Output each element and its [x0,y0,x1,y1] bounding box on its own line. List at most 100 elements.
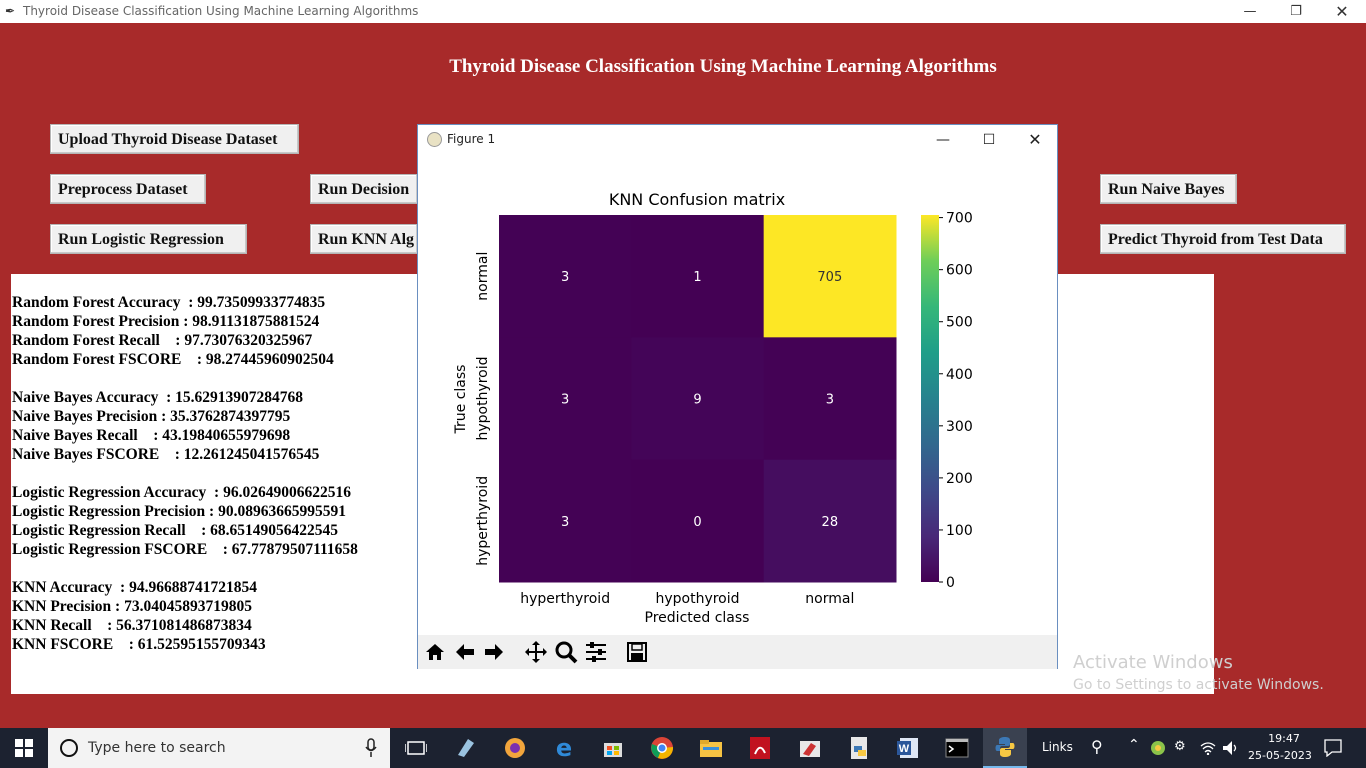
run-logistic-regression-button[interactable]: Run Logistic Regression [50,224,247,254]
edge-icon[interactable]: e [555,734,573,762]
heatmap-cell-label: 705 [817,270,842,285]
command-prompt-icon[interactable] [937,732,977,764]
heatmap-cell [763,215,897,338]
figure-minimize-button[interactable]: — [936,132,950,148]
restore-button[interactable]: ❐ [1290,4,1302,19]
x-axis-label: Predicted class [645,610,750,626]
forward-arrow-icon[interactable] [480,639,508,665]
clock-time[interactable]: 19:47 [1268,732,1300,745]
result-line: Random Forest Accuracy : 99.735099337748… [12,294,326,311]
result-line: KNN Precision : 73.04045893719805 [12,598,252,615]
y-tick-label: hypothyroid [475,356,491,440]
heatmap-cell-label: 3 [561,393,569,408]
colorbar-tick-label: 500 [946,315,973,331]
run-decision-button[interactable]: Run Decision [310,174,418,204]
run-knn-button[interactable]: Run KNN Alg [310,224,418,254]
pan-icon[interactable] [522,639,550,665]
volume-icon[interactable] [1222,740,1240,756]
heatmap-cell [499,337,632,461]
result-line: Naive Bayes Recall : 43.19840655979698 [12,427,291,444]
zoom-icon[interactable] [552,639,580,665]
acrobat-icon[interactable] [740,732,780,764]
result-line: Naive Bayes Precision : 35.3762874397795 [12,408,291,425]
start-button[interactable] [0,728,48,768]
task-view-icon[interactable] [396,732,436,764]
paint-icon[interactable] [446,732,486,764]
colorbar-tick-label: 200 [946,471,973,487]
colorbar [921,215,939,582]
y-tick-label: normal [475,252,491,301]
colorbar-tick-label: 0 [946,575,955,591]
store-icon[interactable] [593,732,633,764]
wifi-icon[interactable] [1200,741,1216,755]
file-explorer-icon[interactable] [691,732,731,764]
links-toolbar[interactable]: Links [1042,740,1073,754]
result-line: Logistic Regression FSCORE : 67.77879507… [12,541,358,558]
result-line: KNN Recall : 56.371081486873834 [12,617,252,634]
x-tick-label: normal [805,591,854,607]
heatmap-cell [763,459,897,583]
heatmap-cell [763,337,897,461]
back-arrow-icon[interactable] [451,639,479,665]
configure-subplots-icon[interactable] [582,639,610,665]
windows-icon [15,739,33,757]
figure-titlebar: Figure 1 — ☐ ✕ [418,125,1057,155]
result-line: Random Forest Recall : 97.73076320325967 [12,332,313,349]
heatmap-cell [631,215,765,338]
result-line: Naive Bayes Accuracy : 15.62913907284768 [12,389,304,406]
colorbar-tick-label: 400 [946,367,973,383]
taskbar-search-box[interactable]: Type here to search [48,728,390,768]
taskbar: Type here to search e W Links ⚲ ⌃ ⚙ 19:4… [0,728,1366,768]
colorbar-tick-label: 600 [946,263,973,279]
figure-maximize-button[interactable]: ☐ [982,132,996,148]
y-axis-label: True class [453,365,469,435]
tray-app-icon[interactable] [1150,740,1166,756]
chrome-icon[interactable] [642,732,682,764]
preprocess-dataset-button[interactable]: Preprocess Dataset [50,174,206,204]
matplotlib-icon [427,132,442,147]
people-icon[interactable]: ⚲ [1091,737,1103,756]
figure-toolbar [418,635,1057,669]
figure-close-button[interactable]: ✕ [1028,130,1042,149]
notification-icon[interactable] [1324,739,1342,757]
window-titlebar: ✒ Thyroid Disease Classification Using M… [0,0,1366,23]
python-file-icon[interactable] [839,732,879,764]
home-icon[interactable] [421,639,449,665]
figure-title: Figure 1 [447,132,496,146]
heatmap-cell-label: 0 [693,515,701,530]
upload-dataset-button[interactable]: Upload Thyroid Disease Dataset [50,124,299,154]
heatmap-cell-label: 3 [561,515,569,530]
result-line: Logistic Regression Recall : 68.65149056… [12,522,339,539]
input-method-icon[interactable]: ⚙ [1174,739,1186,754]
colorbar-tick-label: 100 [946,523,973,539]
heatmap-cell-label: 28 [822,515,839,530]
paint-app-icon[interactable] [790,732,830,764]
heatmap-cell-label: 9 [693,393,701,408]
app-heading: Thyroid Disease Classification Using Mac… [449,56,997,77]
heatmap-cell [499,215,632,338]
colorbar-tick-label: 700 [946,211,973,227]
y-tick-label: hyperthyroid [475,476,491,566]
save-icon[interactable] [623,639,651,665]
heatmap-cell [499,459,632,583]
x-tick-label: hypothyroid [655,591,739,607]
python-app-icon[interactable] [983,728,1027,768]
run-naive-bayes-button[interactable]: Run Naive Bayes [1100,174,1237,204]
heatmap-cell-label: 1 [693,270,701,285]
brave-browser-icon[interactable] [495,732,535,764]
close-button[interactable]: ✕ [1335,2,1349,21]
result-line: KNN Accuracy : 94.96688741721854 [12,579,257,596]
heatmap-cell [631,459,765,583]
chart-title: KNN Confusion matrix [609,190,785,209]
predict-button[interactable]: Predict Thyroid from Test Data [1100,224,1346,254]
heatmap-cell-label: 3 [826,393,834,408]
word-icon[interactable]: W [888,732,928,764]
microphone-icon[interactable] [364,738,378,758]
minimize-button[interactable]: — [1243,4,1257,19]
result-line: Logistic Regression Accuracy : 96.026490… [12,484,351,501]
chevron-up-icon[interactable]: ⌃ [1128,737,1140,753]
result-line: Naive Bayes FSCORE : 12.261245041576545 [12,446,320,463]
result-line: Logistic Regression Precision : 90.08963… [12,503,346,520]
clock-date[interactable]: 25-05-2023 [1248,749,1312,762]
search-icon [60,739,78,757]
